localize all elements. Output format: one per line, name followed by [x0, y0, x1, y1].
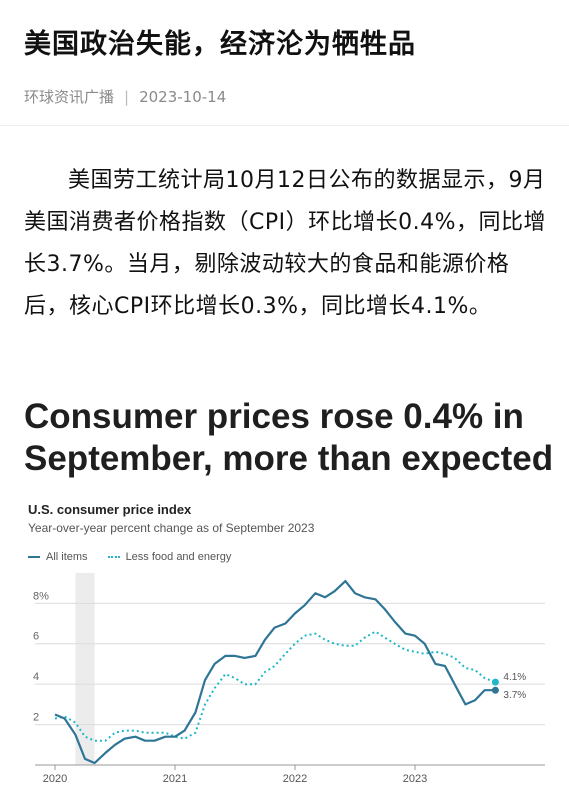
legend-swatch-dotted — [107, 556, 120, 558]
article-meta: 环球资讯广播 | 2023-10-14 — [24, 86, 226, 107]
chart-subtitle: Year-over-year percent change as of Sept… — [28, 521, 315, 535]
y-tick-label: 6 — [33, 631, 39, 643]
legend-core: Less food and energy — [107, 551, 232, 563]
legend-label-all-items: All items — [46, 551, 88, 563]
cpi-line-chart: 2 4 6 8% 2020 2021 2022 2023 4.1% 3.7% — [33, 573, 545, 785]
publish-date: 2023-10-14 — [139, 88, 227, 106]
end-point — [491, 678, 499, 686]
article-title: 美国政治失能，经济沦为牺牲品 — [24, 29, 416, 60]
y-tick-label: 4 — [33, 671, 39, 683]
header-divider — [0, 125, 569, 126]
end-value-label: 4.1% — [503, 672, 526, 683]
image-headline: Consumer prices rose 0.4% in September, … — [24, 397, 554, 478]
legend-label-core: Less food and energy — [125, 551, 232, 563]
source-name[interactable]: 环球资讯广播 — [24, 88, 115, 106]
chart-title: U.S. consumer price index — [28, 502, 192, 517]
x-tick-label: 2021 — [163, 773, 187, 785]
recession-band — [75, 573, 95, 765]
x-tick-label: 2023 — [403, 773, 427, 785]
core-cpi-line — [54, 630, 496, 742]
all-items-line — [54, 580, 496, 765]
meta-separator: | — [124, 88, 130, 106]
y-tick-label: 8% — [33, 590, 49, 602]
article-paragraph: 美国劳工统计局10月12日公布的数据显示，9月美国消费者价格指数（CPI）环比增… — [24, 168, 547, 319]
end-point — [491, 686, 499, 694]
end-value-label: 3.7% — [503, 690, 526, 701]
legend-all-items: All items — [28, 551, 88, 563]
y-tick-label: 2 — [33, 712, 39, 724]
x-tick-label: 2022 — [283, 773, 307, 785]
chart-legend: All items Less food and energy — [28, 551, 231, 563]
legend-swatch-solid — [28, 556, 40, 558]
x-tick-label: 2020 — [43, 773, 67, 785]
